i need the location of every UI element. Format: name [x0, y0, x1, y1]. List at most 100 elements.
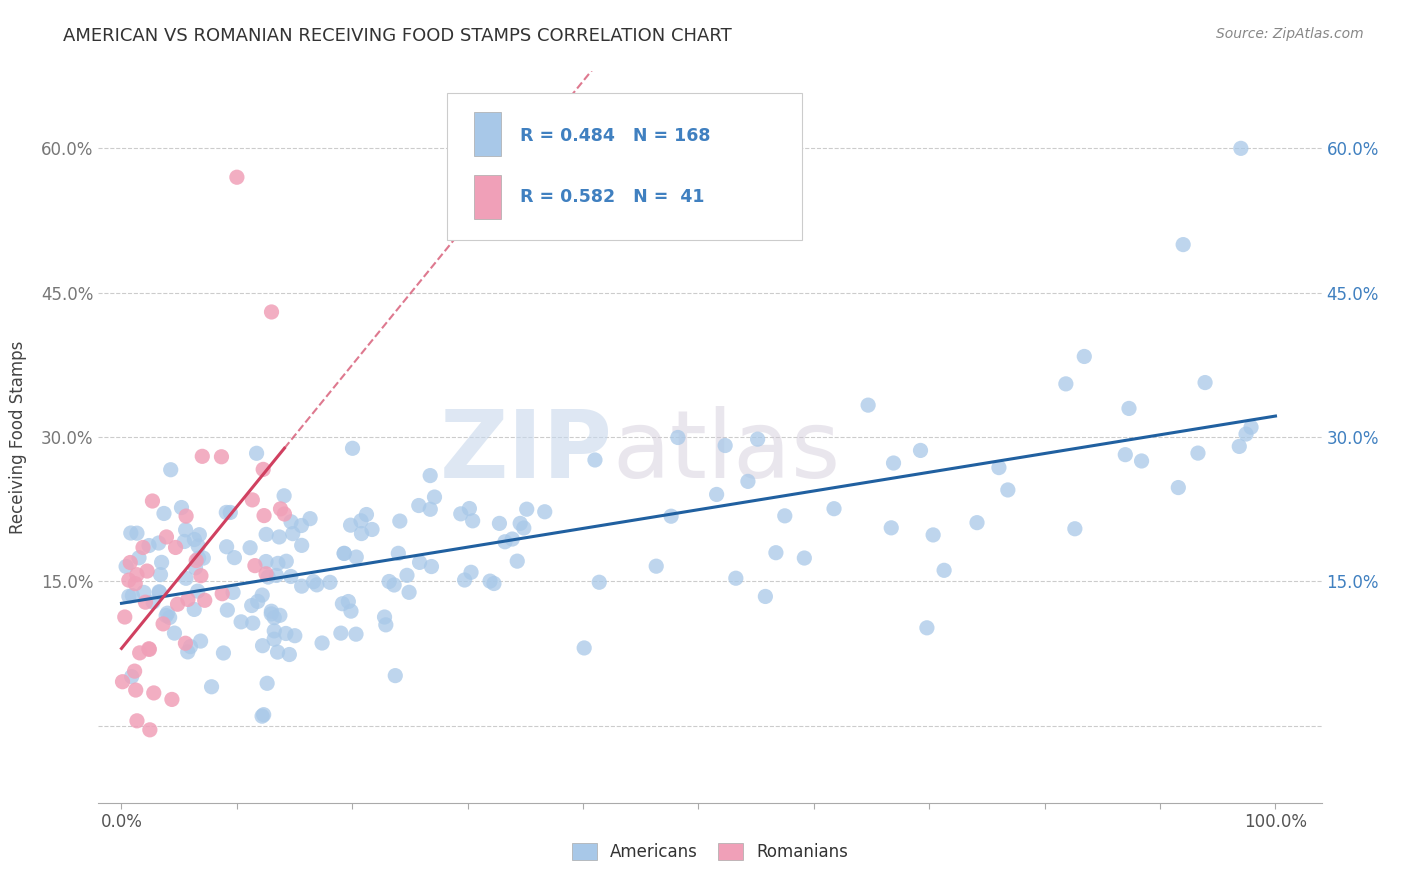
Point — [187, 551, 209, 566]
Point — [880, 521, 903, 535]
Point — [494, 534, 516, 549]
Point — [111, 674, 134, 689]
Point — [246, 594, 269, 608]
Point — [266, 568, 288, 582]
Point — [139, 723, 162, 737]
Point — [194, 593, 217, 607]
Point — [166, 597, 188, 611]
Point — [344, 549, 367, 564]
Point — [242, 616, 264, 631]
Point — [125, 683, 148, 698]
Point — [513, 521, 536, 535]
Point — [183, 533, 205, 547]
Point — [252, 639, 274, 653]
Point — [408, 499, 430, 513]
Point — [156, 606, 179, 620]
Point — [588, 575, 610, 590]
Point — [419, 468, 441, 483]
Point — [125, 714, 148, 728]
Point — [932, 563, 955, 577]
Point — [388, 514, 411, 528]
Point — [280, 515, 302, 529]
Point — [374, 617, 396, 632]
Text: Source: ZipAtlas.com: Source: ZipAtlas.com — [1216, 27, 1364, 41]
Point — [177, 645, 200, 659]
Point — [183, 602, 205, 616]
Point — [120, 526, 142, 541]
Point — [138, 641, 160, 656]
Point — [516, 502, 538, 516]
Point — [284, 629, 307, 643]
Point — [773, 508, 796, 523]
Point — [423, 490, 446, 504]
Point — [148, 536, 170, 550]
Point — [339, 518, 361, 533]
Point — [229, 615, 252, 629]
Point — [260, 604, 283, 618]
Point — [1230, 141, 1253, 155]
Point — [706, 487, 728, 501]
Text: atlas: atlas — [612, 406, 841, 498]
Point — [190, 568, 212, 582]
Point — [1234, 427, 1257, 442]
Point — [134, 595, 156, 609]
Point — [361, 523, 384, 537]
Point — [149, 567, 172, 582]
Point — [174, 509, 197, 524]
Point — [997, 483, 1019, 497]
Point — [506, 554, 529, 568]
Point — [856, 398, 879, 412]
Point — [488, 516, 510, 531]
Point — [193, 551, 215, 566]
Point — [311, 636, 333, 650]
Point — [239, 541, 262, 555]
Text: R = 0.484   N = 168: R = 0.484 N = 168 — [520, 128, 711, 145]
Point — [159, 610, 181, 624]
Point — [138, 539, 160, 553]
Point — [883, 456, 905, 470]
Text: R = 0.582   N =  41: R = 0.582 N = 41 — [520, 187, 704, 206]
Point — [572, 640, 595, 655]
Point — [274, 626, 297, 640]
Point — [337, 594, 360, 608]
Point — [290, 518, 312, 533]
Point — [395, 568, 418, 582]
Point — [350, 514, 373, 528]
Point — [420, 559, 443, 574]
Point — [121, 589, 143, 603]
Point — [280, 569, 302, 583]
Text: AMERICAN VS ROMANIAN RECEIVING FOOD STAMPS CORRELATION CHART: AMERICAN VS ROMANIAN RECEIVING FOOD STAM… — [63, 27, 733, 45]
Point — [714, 438, 737, 452]
Point — [253, 508, 276, 523]
Point — [219, 506, 242, 520]
Point — [342, 442, 364, 456]
Point — [1114, 448, 1136, 462]
Point — [273, 507, 295, 521]
Point — [922, 528, 945, 542]
Point — [215, 540, 238, 554]
Point — [115, 559, 138, 574]
Point — [141, 494, 163, 508]
Point — [910, 443, 932, 458]
FancyBboxPatch shape — [474, 112, 501, 156]
Point — [160, 692, 183, 706]
Point — [212, 646, 235, 660]
Point — [174, 571, 197, 585]
Legend: Americans, Romanians: Americans, Romanians — [565, 836, 855, 868]
Point — [250, 588, 273, 602]
Point — [215, 505, 238, 519]
Point — [148, 585, 170, 599]
Point — [253, 707, 276, 722]
Point — [125, 526, 148, 541]
Point — [148, 584, 170, 599]
Point — [124, 664, 146, 678]
Point — [269, 530, 291, 544]
Point — [1073, 350, 1095, 364]
Point — [350, 526, 373, 541]
Point — [173, 534, 195, 549]
Point — [256, 676, 278, 690]
Point — [240, 599, 263, 613]
Point — [132, 585, 155, 599]
Point — [124, 576, 146, 591]
Point — [177, 592, 200, 607]
